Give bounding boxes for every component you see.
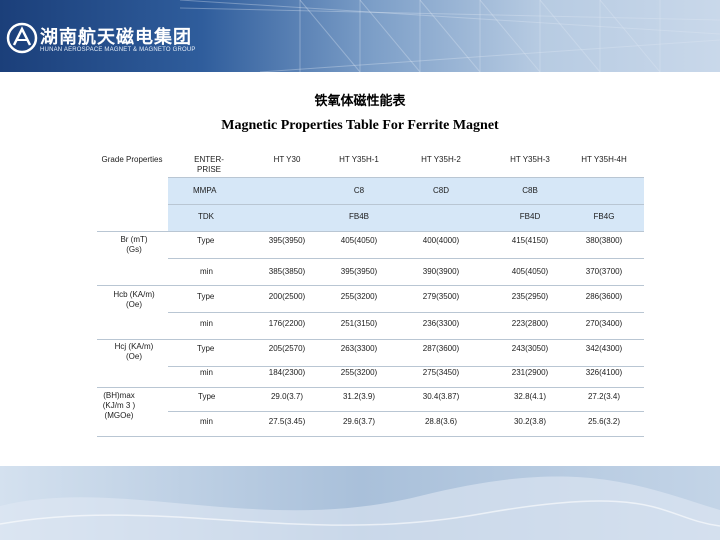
mmpa-hty35h-2: C8D — [432, 186, 449, 195]
page-title-en: Magnetic Properties Table For Ferrite Ma… — [221, 118, 499, 133]
hcb-type-hty35h-1: 255(3200) — [340, 292, 378, 301]
hcj-min-label: min — [200, 368, 213, 377]
bhmax-type-hty35h-4h: 27.2(3.4) — [587, 392, 621, 401]
br-min-hty35h-4h: 370(3700) — [585, 267, 623, 276]
footer-decoration — [0, 466, 720, 540]
hcj-type-hty35h-2: 287(3600) — [422, 344, 460, 353]
hcj-min-hty35h-3: 231(2900) — [511, 368, 549, 377]
hcj-min-hty30: 184(2300) — [268, 368, 306, 377]
group-label-hcj: Hcj (KA/m)(Oe) — [114, 342, 154, 361]
page-title-cn: 铁氧体磁性能表 — [314, 94, 406, 109]
br-min-hty35h-1: 395(3950) — [340, 267, 378, 276]
hcb-type-hty35h-4h: 286(3600) — [585, 292, 623, 301]
column-header-enterprise: ENTER-PRISE — [194, 155, 224, 174]
group-label-bhmax: (BH)max (KJ/m 3 ) (MGOe) — [102, 391, 136, 420]
bhmax-min-hty35h-1: 29.6(3.7) — [342, 417, 376, 426]
row-label-mmpa: MMPA — [193, 186, 217, 195]
bhmax-type-label: Type — [198, 392, 216, 401]
hcj-min-hty35h-1: 255(3200) — [340, 368, 378, 377]
hcb-min-hty35h-3: 223(2800) — [511, 319, 549, 328]
row-label-tdk: TDK — [198, 212, 214, 221]
br-type-hty35h-1: 405(4050) — [340, 236, 378, 245]
hcj-type-label: Type — [197, 344, 215, 353]
br-min-hty35h-3: 405(4050) — [511, 267, 549, 276]
mmpa-hty35h-1: C8 — [353, 186, 365, 195]
br-min-label: min — [200, 267, 213, 276]
bhmax-min-hty35h-2: 28.8(3.6) — [424, 417, 458, 426]
bhmax-type-hty35h-1: 31.2(3.9) — [342, 392, 376, 401]
hcb-min-hty35h-2: 236(3300) — [422, 319, 460, 328]
hcb-type-hty30: 200(2500) — [268, 292, 306, 301]
hcb-type-label: Type — [197, 292, 215, 301]
hcb-min-hty35h-1: 251(3150) — [340, 319, 378, 328]
column-header-hty35h-1: HT Y35H-1 — [339, 155, 379, 164]
column-header-hty35h-4h: HT Y35H-4H — [581, 155, 627, 164]
column-header-hty35h-3: HT Y35H-3 — [510, 155, 550, 164]
hcj-type-hty35h-3: 243(3050) — [511, 344, 549, 353]
bhmax-type-hty30: 29.0(3.7) — [270, 392, 304, 401]
br-min-hty30: 385(3850) — [268, 267, 306, 276]
br-min-hty35h-2: 390(3900) — [422, 267, 460, 276]
company-name-en: HUNAN AEROSPACE MAGNET & MAGNETO GROUP — [40, 47, 196, 53]
br-type-hty35h-4h: 380(3800) — [585, 236, 623, 245]
mmpa-hty35h-3: C8B — [522, 186, 538, 195]
br-type-hty35h-2: 400(4000) — [422, 236, 460, 245]
header-banner: 湖南航天磁电集团 HUNAN AEROSPACE MAGNET & MAGNET… — [0, 0, 720, 72]
hcj-type-hty30: 205(2570) — [268, 344, 306, 353]
hcb-min-label: min — [200, 319, 213, 328]
br-type-hty35h-3: 415(4150) — [511, 236, 549, 245]
tdk-hty35h-1: FB4B — [348, 212, 369, 221]
bhmax-min-hty35h-4h: 25.6(3.2) — [587, 417, 621, 426]
bhmax-type-hty35h-2: 30.4(3.87) — [422, 392, 460, 401]
grade-properties-header: Grade Properties — [101, 155, 163, 164]
steel-frame-background — [179, 0, 720, 72]
bhmax-type-hty35h-3: 32.8(4.1) — [513, 392, 547, 401]
column-header-hty30: HT Y30 — [273, 155, 301, 164]
hcj-min-hty35h-4h: 326(4100) — [585, 368, 623, 377]
hcb-type-hty35h-2: 279(3500) — [422, 292, 460, 301]
hcj-min-hty35h-2: 275(3450) — [422, 368, 460, 377]
tdk-hty35h-4h: FB4G — [593, 212, 615, 221]
hcb-type-hty35h-3: 235(2950) — [511, 292, 549, 301]
bhmax-min-label: min — [200, 417, 213, 426]
hcj-type-hty35h-1: 263(3300) — [340, 344, 378, 353]
hcb-min-hty35h-4h: 270(3400) — [585, 319, 623, 328]
br-type-label: Type — [197, 236, 215, 245]
company-name-cn: 湖南航天磁电集团 — [40, 27, 192, 48]
tdk-hty35h-3: FB4D — [519, 212, 541, 221]
br-type-hty30: 395(3950) — [268, 236, 306, 245]
bhmax-min-hty30: 27.5(3.45) — [268, 417, 306, 426]
group-label-br: Br (mT)(Gs) — [120, 235, 148, 254]
bhmax-min-hty35h-3: 30.2(3.8) — [513, 417, 547, 426]
group-label-hcb: Hcb (KA/m)(Oe) — [113, 290, 155, 309]
hcb-min-hty30: 176(2200) — [268, 319, 306, 328]
hcj-type-hty35h-4h: 342(4300) — [585, 344, 623, 353]
magnetic-properties-table: Grade Properties ENTER-PRISE HT Y30 HT Y… — [97, 147, 644, 437]
column-header-hty35h-2: HT Y35H-2 — [421, 155, 461, 164]
company-logo-icon — [6, 22, 38, 54]
